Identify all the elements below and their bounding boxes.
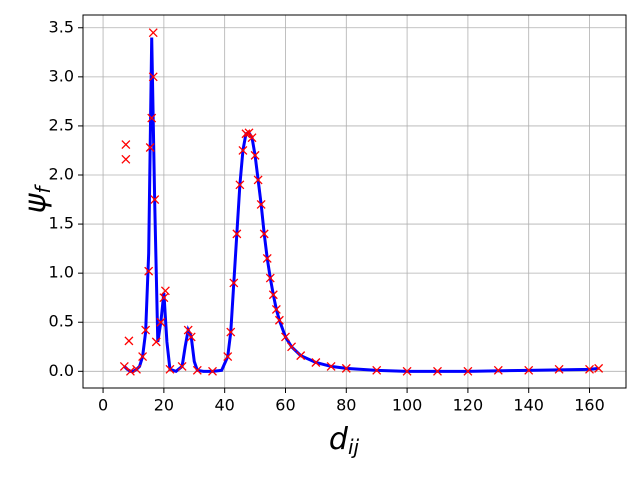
data-marker <box>141 325 151 335</box>
data-marker <box>229 278 239 288</box>
x-tick-label: 40 <box>214 396 234 415</box>
data-marker <box>148 72 158 82</box>
data-marker <box>554 364 564 374</box>
data-marker <box>259 229 269 239</box>
data-marker <box>223 352 233 362</box>
data-marker <box>145 143 155 152</box>
data-marker <box>124 336 134 346</box>
data-marker <box>281 332 290 342</box>
data-marker <box>177 361 187 371</box>
data-marker <box>235 180 245 190</box>
data-marker <box>121 154 131 164</box>
data-marker <box>262 253 272 263</box>
x-tick-label: 120 <box>453 396 484 415</box>
data-marker <box>138 352 148 362</box>
data-marker <box>132 364 141 374</box>
data-line <box>123 37 599 373</box>
data-marker <box>256 199 266 209</box>
data-marker <box>265 273 275 283</box>
data-marker <box>208 366 217 376</box>
data-marker <box>192 365 202 375</box>
data-marker <box>268 290 278 300</box>
data-marker <box>144 266 154 276</box>
data-marker <box>247 133 257 143</box>
x-label-base: d <box>329 422 349 457</box>
x-tick-label: 60 <box>275 396 295 415</box>
data-marker <box>156 317 166 327</box>
y-tick-label: 2.0 <box>49 164 74 183</box>
data-marker <box>402 366 412 376</box>
data-marker <box>148 28 158 38</box>
y-tick-label: 2.5 <box>49 115 74 134</box>
x-tick-label: 80 <box>336 396 356 415</box>
data-marker <box>253 175 263 185</box>
data-marker <box>271 305 281 314</box>
data-marker <box>524 365 534 375</box>
y-tick-label: 0.0 <box>49 361 74 380</box>
data-marker <box>125 366 135 376</box>
data-marker <box>311 358 321 367</box>
y-tick-label: 1.0 <box>49 263 74 282</box>
data-marker <box>183 325 193 335</box>
data-marker <box>326 361 336 371</box>
data-marker <box>165 364 175 374</box>
x-tick-label: 160 <box>574 396 605 415</box>
data-marker <box>238 145 248 155</box>
data-marker <box>186 332 196 342</box>
data-marker <box>585 364 594 374</box>
y-tick-label: 3.0 <box>49 66 74 85</box>
data-marker <box>372 365 382 375</box>
x-tick-label: 20 <box>154 396 174 415</box>
data-marker <box>594 363 604 373</box>
y-tick-label: 3.5 <box>49 17 74 36</box>
data-marker <box>287 342 297 352</box>
data-marker <box>463 366 473 376</box>
x-tick-label: 140 <box>513 396 544 415</box>
y-tick-label: 0.5 <box>49 312 74 331</box>
data-marker <box>151 337 161 347</box>
data-marker <box>119 361 129 371</box>
y-label-sub: f <box>31 184 55 194</box>
y-axis-label: ψf <box>18 184 55 214</box>
data-marker <box>493 365 503 375</box>
data-marker <box>250 150 260 160</box>
data-marker <box>341 363 351 373</box>
data-marker <box>150 195 160 204</box>
data-marker <box>232 229 242 239</box>
x-tick-label: 0 <box>98 396 108 415</box>
x-axis-label: dij <box>329 422 360 459</box>
y-tick-label: 1.5 <box>49 214 74 233</box>
y-label-base: ψ <box>18 192 53 213</box>
data-marker <box>244 128 254 138</box>
x-label-sub: ij <box>348 435 360 459</box>
data-marker <box>159 293 169 303</box>
data-marker <box>433 366 442 376</box>
x-tick-label: 100 <box>392 396 423 415</box>
data-marker <box>160 286 170 296</box>
data-marker <box>241 129 251 139</box>
data-marker <box>274 315 284 325</box>
data-marker <box>147 113 157 123</box>
data-marker <box>121 140 131 150</box>
data-marker <box>296 351 306 361</box>
plot-frame <box>82 14 627 389</box>
data-marker <box>226 327 236 337</box>
